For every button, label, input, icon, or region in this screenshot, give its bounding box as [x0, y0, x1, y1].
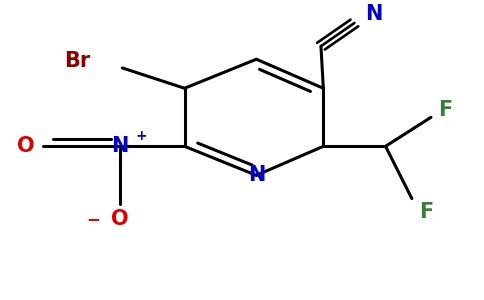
- Text: F: F: [419, 202, 433, 222]
- Text: O: O: [111, 209, 129, 229]
- Text: N: N: [248, 165, 265, 185]
- Text: Br: Br: [64, 51, 90, 71]
- Text: −: −: [87, 210, 101, 228]
- Text: O: O: [17, 136, 34, 156]
- Text: F: F: [438, 100, 453, 120]
- Text: N: N: [365, 4, 382, 24]
- Text: N: N: [111, 136, 129, 156]
- Text: +: +: [136, 129, 147, 143]
